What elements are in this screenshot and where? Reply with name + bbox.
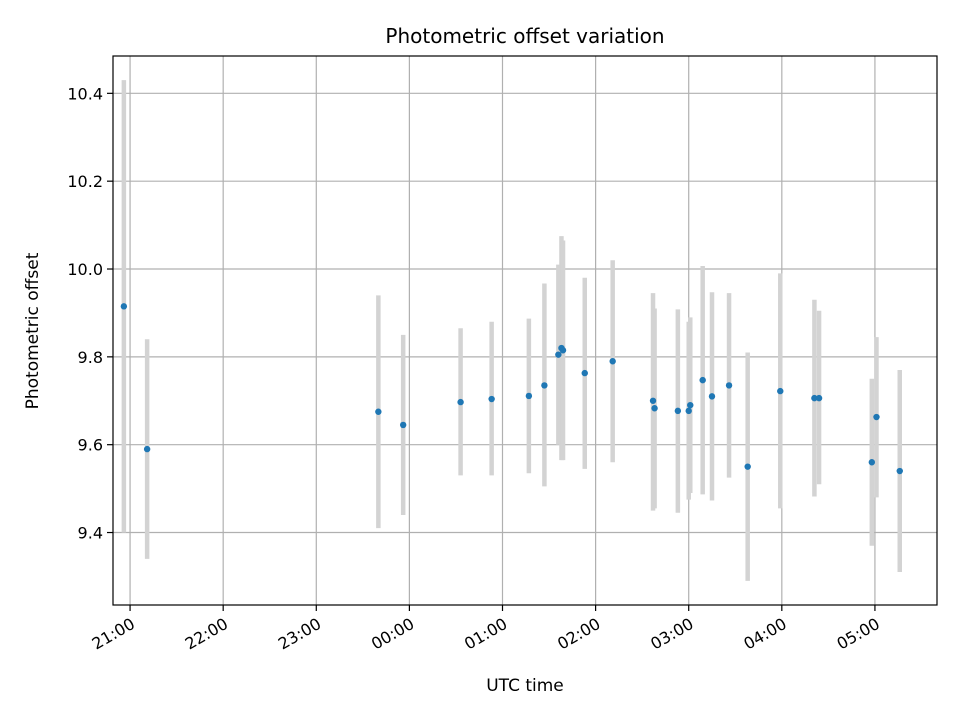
data-point — [559, 347, 567, 354]
data-point — [725, 382, 733, 389]
data-point — [120, 303, 128, 310]
data-point — [815, 394, 823, 402]
data-point — [868, 459, 876, 466]
y-tick-label: 10.2 — [67, 172, 103, 191]
plot-frame — [112, 55, 938, 606]
data-point — [896, 467, 903, 475]
data-point — [143, 445, 151, 453]
data-point — [651, 405, 658, 412]
data-point — [375, 408, 382, 415]
data-point — [699, 376, 706, 384]
y-axis-label: Photometric offset — [23, 252, 43, 409]
chart-title: Photometric offset variation — [385, 24, 664, 48]
grid — [113, 56, 937, 605]
data-point — [674, 407, 682, 415]
y-tick-label: 9.8 — [78, 348, 103, 367]
data-point — [811, 394, 818, 402]
data-point — [687, 401, 694, 409]
data-point — [541, 382, 548, 389]
data-point — [457, 398, 464, 406]
data-point — [488, 395, 495, 403]
data-point — [777, 387, 784, 395]
data-point — [555, 351, 562, 358]
y-tick-label: 10.0 — [67, 260, 103, 279]
data-point — [649, 397, 657, 404]
y-tick-label: 10.4 — [67, 84, 103, 103]
data-point — [581, 369, 588, 377]
data-point — [609, 358, 616, 365]
y-tick-label: 9.6 — [78, 436, 103, 455]
data-point — [744, 463, 751, 470]
data-point — [708, 393, 716, 400]
data-point — [525, 392, 533, 400]
data-point — [873, 413, 880, 421]
data-point — [399, 421, 407, 429]
data-point — [685, 407, 692, 415]
y-axis-ticks: 9.4 9.6 9.8 10.0 10.2 10.4 — [67, 84, 113, 543]
data-markers — [120, 303, 903, 475]
y-tick-label: 9.4 — [78, 524, 103, 543]
x-axis-label: UTC time — [486, 676, 564, 696]
